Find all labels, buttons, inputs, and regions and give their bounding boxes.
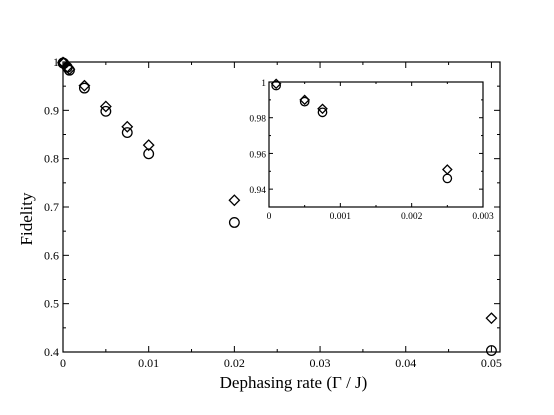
main-y-tick-label: 0.6 [44, 248, 59, 262]
main-diamond-point [63, 63, 76, 76]
main-y-tick-label: 0.7 [44, 200, 59, 214]
inset-diamond-point [317, 103, 328, 115]
main-y-axis-title: Fidelity [17, 192, 36, 245]
main-circle-point [485, 345, 497, 357]
inset-plot: 0 0.001 0.002 0.003 0.94 0.96 0.98 1 [249, 78, 494, 222]
main-diamond-point [121, 120, 134, 133]
main-circle-point [100, 105, 112, 117]
main-y-tick-label: 0.4 [44, 345, 59, 359]
inset-plot-frame [268, 81, 484, 208]
main-x-tick-label: 0 [60, 356, 66, 370]
main-circle-point [78, 82, 90, 94]
inset-diamond-point [299, 94, 310, 106]
main-diamond-point [485, 312, 498, 325]
inset-y-tick-label: 0.94 [249, 186, 266, 196]
inset-x-tick-label: 0.003 [472, 212, 494, 222]
main-circle-point [143, 148, 155, 160]
inset-y-tick-label: 0.96 [249, 150, 266, 160]
main-circle-point [228, 217, 240, 228]
main-y-tick-label: 0.9 [44, 103, 59, 117]
inset-circle-point [317, 107, 328, 118]
main-x-tick-label: 0.05 [481, 356, 502, 370]
inset-y-tick-label: 0.98 [249, 115, 266, 125]
main-x-tick-label: 0.04 [395, 356, 416, 370]
main-diamond-point [142, 139, 155, 152]
inset-y-tick-label: 1 [261, 79, 266, 89]
main-x-tick-label: 0.03 [310, 356, 331, 370]
main-y-tick-label: 0.8 [44, 152, 59, 166]
main-x-tick-label: 0.02 [224, 356, 245, 370]
inset-x-tick-label: 0.001 [330, 212, 352, 222]
main-diamond-point [228, 194, 241, 207]
main-diamond-point [99, 100, 112, 113]
inset-diamond-point [270, 78, 282, 90]
main-diamond-point [78, 79, 91, 92]
inset-x-tick-label: 0.002 [401, 212, 423, 222]
inset-x-tick-label: 0 [267, 212, 272, 222]
main-y-tick-label: 1 [53, 55, 59, 69]
main-x-tick-label: 0.01 [138, 356, 159, 370]
main-y-tick-label: 0.5 [44, 297, 59, 311]
inset-circle-point [271, 80, 281, 91]
inset-circle-point [299, 96, 310, 107]
inset-diamond-point [442, 164, 453, 175]
main-x-axis-title: Dephasing rate (Γ / J) [220, 373, 368, 392]
main-circle-point [121, 127, 133, 139]
